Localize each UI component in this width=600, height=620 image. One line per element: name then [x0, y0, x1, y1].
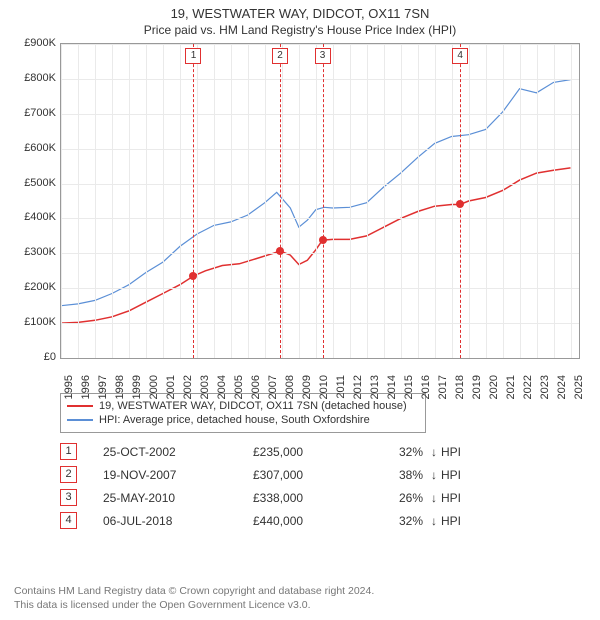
x-axis-label: 2009 — [301, 375, 313, 399]
x-axis-label: 2011 — [335, 375, 347, 399]
down-arrow-icon: ↓ — [427, 514, 441, 528]
event-row: 1 25-OCT-2002£235,00032%↓HPI — [60, 443, 560, 460]
event-marker-dot — [276, 247, 284, 255]
y-axis-label: £900K — [24, 37, 56, 49]
y-axis-label: £200K — [24, 281, 56, 293]
x-axis-label: 2008 — [284, 375, 296, 399]
y-axis-label: £800K — [24, 72, 56, 84]
x-axis-label: 2023 — [539, 375, 551, 399]
x-axis-label: 2010 — [318, 375, 330, 399]
x-axis-label: 2002 — [182, 375, 194, 399]
x-axis-label: 2005 — [233, 375, 245, 399]
event-row: 2 19-NOV-2007£307,00038%↓HPI — [60, 466, 560, 483]
y-axis-label: £400K — [24, 211, 56, 223]
event-pct: 38% — [363, 468, 427, 482]
chart-title: 19, WESTWATER WAY, DIDCOT, OX11 7SN — [10, 6, 590, 21]
x-axis-label: 2019 — [471, 375, 483, 399]
x-axis-label: 2024 — [556, 375, 568, 399]
y-axis: £0£100K£200K£300K£400K£500K£600K£700K£80… — [10, 43, 60, 359]
event-ref: HPI — [441, 445, 481, 459]
x-axis-label: 2021 — [505, 375, 517, 399]
x-axis-label: 1999 — [131, 375, 143, 399]
event-marker-line — [280, 44, 281, 358]
x-axis-label: 2020 — [488, 375, 500, 399]
x-axis: 1995199619971998199920002001200220032004… — [60, 359, 580, 387]
x-axis-label: 2007 — [267, 375, 279, 399]
footer-line-1: Contains HM Land Registry data © Crown c… — [14, 584, 586, 598]
event-marker-dot — [319, 236, 327, 244]
x-axis-label: 2004 — [216, 375, 228, 399]
legend-item: 19, WESTWATER WAY, DIDCOT, OX11 7SN (det… — [67, 400, 419, 412]
event-marker-number: 2 — [272, 48, 288, 64]
event-date: 25-OCT-2002 — [103, 445, 253, 459]
x-axis-label: 2013 — [369, 375, 381, 399]
event-row: 3 25-MAY-2010£338,00026%↓HPI — [60, 489, 560, 506]
events-table: 125-OCT-2002£235,00032%↓HPI219-NOV-2007£… — [60, 443, 560, 529]
event-pct: 32% — [363, 445, 427, 459]
event-number: 2 — [60, 466, 77, 483]
down-arrow-icon: ↓ — [427, 468, 441, 482]
event-price: £338,000 — [253, 491, 363, 505]
y-axis-label: £500K — [24, 177, 56, 189]
x-axis-label: 2022 — [522, 375, 534, 399]
x-axis-label: 2015 — [403, 375, 415, 399]
x-axis-label: 2001 — [165, 375, 177, 399]
footer-line-2: This data is licensed under the Open Gov… — [14, 598, 586, 612]
x-axis-label: 2012 — [352, 375, 364, 399]
down-arrow-icon: ↓ — [427, 445, 441, 459]
y-axis-label: £0 — [44, 351, 56, 363]
x-axis-label: 2014 — [386, 375, 398, 399]
x-axis-label: 2018 — [454, 375, 466, 399]
x-axis-label: 1998 — [114, 375, 126, 399]
event-number: 4 — [60, 512, 77, 529]
event-date: 25-MAY-2010 — [103, 491, 253, 505]
event-row: 4 06-JUL-2018£440,00032%↓HPI — [60, 512, 560, 529]
down-arrow-icon: ↓ — [427, 491, 441, 505]
x-axis-label: 2017 — [437, 375, 449, 399]
y-axis-label: £700K — [24, 107, 56, 119]
event-marker-line — [193, 44, 194, 358]
event-number: 3 — [60, 489, 77, 506]
x-axis-label: 1997 — [97, 375, 109, 399]
footer: Contains HM Land Registry data © Crown c… — [14, 584, 586, 612]
x-axis-label: 1995 — [63, 375, 75, 399]
legend-swatch — [67, 405, 93, 407]
event-marker-number: 3 — [315, 48, 331, 64]
event-pct: 26% — [363, 491, 427, 505]
legend-label: 19, WESTWATER WAY, DIDCOT, OX11 7SN (det… — [99, 400, 407, 412]
chart-subtitle: Price paid vs. HM Land Registry's House … — [10, 23, 590, 37]
legend-item: HPI: Average price, detached house, Sout… — [67, 414, 419, 426]
titles: 19, WESTWATER WAY, DIDCOT, OX11 7SN Pric… — [10, 6, 590, 37]
plot: 1 2 3 4 — [60, 43, 580, 359]
y-axis-label: £300K — [24, 246, 56, 258]
event-number: 1 — [60, 443, 77, 460]
event-price: £235,000 — [253, 445, 363, 459]
event-ref: HPI — [441, 491, 481, 505]
x-axis-label: 2000 — [148, 375, 160, 399]
y-axis-label: £600K — [24, 142, 56, 154]
event-date: 06-JUL-2018 — [103, 514, 253, 528]
event-marker-dot — [456, 200, 464, 208]
page: 19, WESTWATER WAY, DIDCOT, OX11 7SN Pric… — [0, 0, 600, 620]
legend-label: HPI: Average price, detached house, Sout… — [99, 414, 370, 426]
event-ref: HPI — [441, 468, 481, 482]
event-pct: 32% — [363, 514, 427, 528]
y-axis-label: £100K — [24, 316, 56, 328]
event-marker-dot — [189, 272, 197, 280]
x-axis-label: 2016 — [420, 375, 432, 399]
event-marker-line — [323, 44, 324, 358]
x-axis-label: 2003 — [199, 375, 211, 399]
event-marker-number: 4 — [452, 48, 468, 64]
x-axis-label: 2025 — [573, 375, 585, 399]
chart-area: £0 £100K £200K £300K £400K £500K £600K £700K £80… — [10, 43, 590, 387]
event-marker-number: 1 — [185, 48, 201, 64]
x-axis-label: 2006 — [250, 375, 262, 399]
event-ref: HPI — [441, 514, 481, 528]
x-axis-label: 1996 — [80, 375, 92, 399]
legend-swatch — [67, 419, 93, 421]
event-price: £440,000 — [253, 514, 363, 528]
line-series-svg — [61, 44, 579, 358]
event-date: 19-NOV-2007 — [103, 468, 253, 482]
event-price: £307,000 — [253, 468, 363, 482]
